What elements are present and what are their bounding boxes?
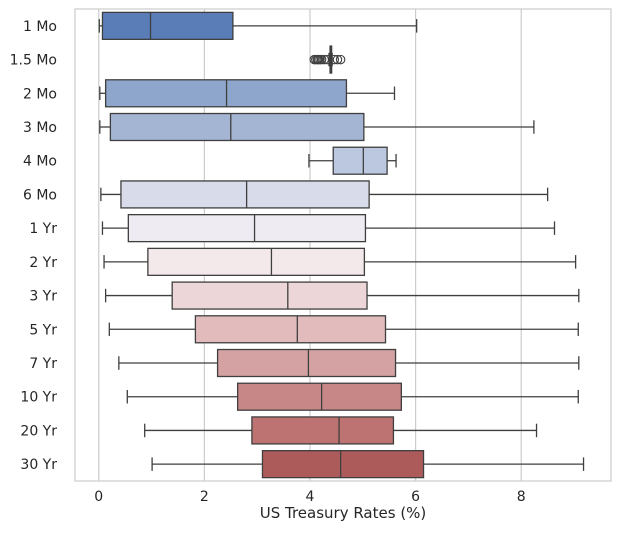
y-tick-label: 20 Yr xyxy=(20,423,57,439)
outlier-point xyxy=(335,54,346,65)
box-1-mo xyxy=(98,11,418,40)
box-iqr xyxy=(127,214,367,243)
x-tick-label: 8 xyxy=(517,489,526,505)
y-tick-label: 30 Yr xyxy=(20,457,57,473)
box-iqr xyxy=(101,11,234,40)
y-tick-label: 5 Yr xyxy=(29,322,57,338)
outlier-point xyxy=(319,54,330,65)
y-tick-label: 7 Yr xyxy=(29,356,57,372)
y-tick-label: 1 Yr xyxy=(29,221,57,237)
box-1-5-mo xyxy=(309,45,346,74)
outlier-point xyxy=(329,54,340,65)
x-tick-label: 2 xyxy=(200,489,209,505)
box-2-yr xyxy=(103,247,577,276)
y-tick-label: 1 Mo xyxy=(23,19,57,35)
box-4-mo xyxy=(308,146,397,175)
box-3-mo xyxy=(99,112,535,142)
box-iqr xyxy=(216,348,397,378)
y-tick-label: 4 Mo xyxy=(23,154,57,170)
box-3-yr xyxy=(104,281,580,310)
box-layer xyxy=(98,11,585,479)
tick-layer: 0 2 4 6 8 1 Mo 1.5 Mo 2 Mo 3 Mo 4 Mo 6 Mo 1 Yr 2 Yr 3… xyxy=(10,19,526,505)
y-tick-label: 6 Mo xyxy=(23,187,57,203)
y-tick-label: 2 Yr xyxy=(29,255,57,271)
box-iqr xyxy=(171,281,368,310)
y-tick-label: 3 Mo xyxy=(23,120,57,136)
outlier-point xyxy=(332,54,343,65)
y-tick-label: 2 Mo xyxy=(23,86,57,102)
box-iqr xyxy=(236,382,403,411)
box-iqr xyxy=(251,416,395,445)
x-axis-label: US Treasury Rates (%) xyxy=(260,504,427,522)
x-tick-label: 6 xyxy=(411,489,420,505)
box-iqr xyxy=(194,315,387,344)
x-tick-label: 4 xyxy=(306,489,315,505)
box-iqr xyxy=(120,180,370,209)
box-iqr xyxy=(261,450,425,479)
box-20-yr xyxy=(144,416,538,445)
box-1-yr xyxy=(101,214,556,243)
outlier-point xyxy=(316,54,327,65)
box-30-yr xyxy=(151,450,585,479)
x-tick-label: 0 xyxy=(94,489,103,505)
plot-frame xyxy=(74,8,612,482)
box-7-yr xyxy=(118,348,580,378)
box-2-mo xyxy=(99,79,396,108)
box-10-yr xyxy=(126,382,579,411)
outlier-point xyxy=(322,54,333,65)
y-tick-label: 10 Yr xyxy=(20,390,57,406)
box-iqr xyxy=(332,146,388,175)
box-6-mo xyxy=(100,180,549,209)
box-iqr xyxy=(147,247,366,276)
box-iqr xyxy=(109,112,365,142)
y-tick-label: 1.5 Mo xyxy=(10,53,57,69)
box-5-yr xyxy=(108,315,579,344)
y-tick-label: 3 Yr xyxy=(29,289,57,305)
